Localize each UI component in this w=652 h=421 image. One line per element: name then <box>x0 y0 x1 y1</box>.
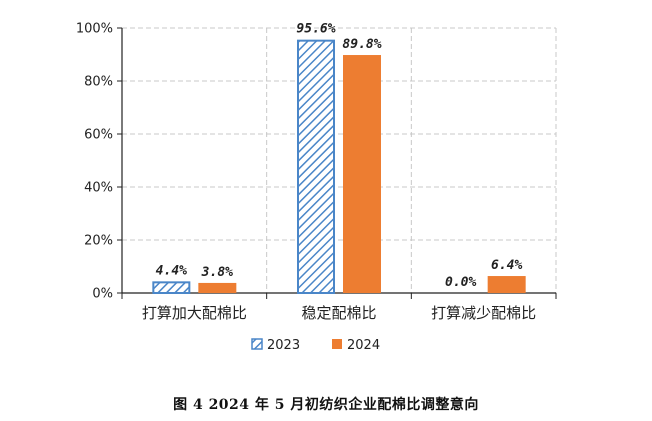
legend-label-2023: 2023 <box>267 338 300 353</box>
data-label: 89.8% <box>342 37 381 52</box>
data-label: 6.4% <box>491 258 522 273</box>
data-labels: 4.4% 95.6% 0.0% 3.8% 89.8% 6.4% <box>156 22 523 290</box>
data-label: 95.6% <box>296 22 335 37</box>
y-tick-label: 100% <box>76 22 113 37</box>
bar-chart: 0% 20% 40% 60% 80% 100% 打算加大配棉比 稳定配棉比 打算减少配棉比 4.… <box>76 22 557 353</box>
y-tick-label: 80% <box>84 75 113 90</box>
legend-swatch-2024 <box>332 339 342 349</box>
data-label: 0.0% <box>445 275 476 290</box>
data-label: 3.8% <box>201 265 233 280</box>
bar-2024 <box>487 276 526 293</box>
legend-label-2024: 2024 <box>347 338 380 353</box>
bar-2024 <box>343 55 381 293</box>
grid-lines <box>122 27 557 293</box>
bar-2023 <box>152 281 191 294</box>
axes: 0% 20% 40% 60% 80% 100% 打算加大配棉比 稳定配棉比 打算减少配棉比 <box>76 22 557 322</box>
category-label: 打算减少配棉比 <box>431 304 536 322</box>
bar-2023 <box>297 39 335 294</box>
figure-caption: 图 4 2024 年 5 月初纺织企业配棉比调整意向 <box>173 397 479 413</box>
y-tick-label: 20% <box>84 234 113 249</box>
bars <box>152 39 526 294</box>
y-tick-label: 40% <box>84 181 113 196</box>
legend: 2023 2024 <box>251 338 380 353</box>
category-label: 打算加大配棉比 <box>142 304 247 322</box>
category-label: 稳定配棉比 <box>301 304 376 322</box>
legend-swatch-2023 <box>251 338 263 350</box>
bar-2024 <box>198 282 237 293</box>
y-tick-label: 60% <box>84 128 113 143</box>
data-label: 4.4% <box>156 263 187 278</box>
y-tick-label: 0% <box>92 287 113 302</box>
